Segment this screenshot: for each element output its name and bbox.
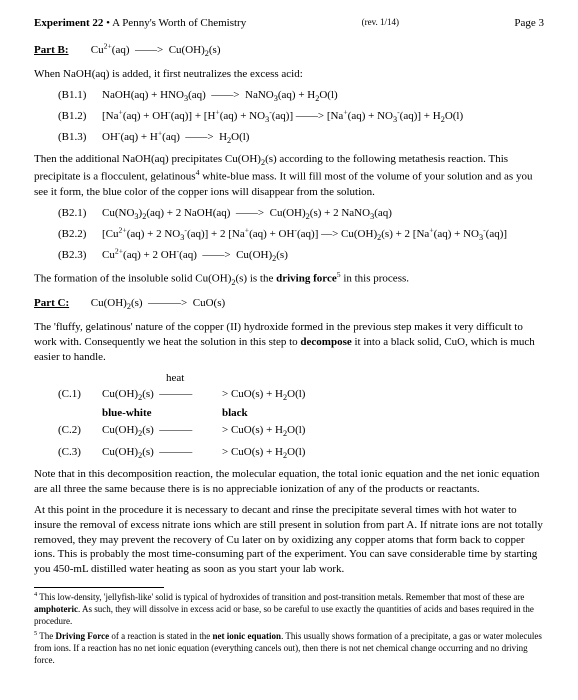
eq-tag: (C.1) xyxy=(58,387,102,403)
header-rev: (rev. 1/14) xyxy=(362,16,399,31)
eq-body: OH-(aq) + H+(aq) ——> H2O(l) xyxy=(102,131,249,143)
eq-right: > CuO(s) + H2O(l) xyxy=(222,387,305,403)
eq-tag: (C.3) xyxy=(58,445,102,461)
eq-right: > CuO(s) + H2O(l) xyxy=(222,445,305,461)
color-note: black xyxy=(222,406,248,421)
eq-left: Cu(OH)2(s) ——— xyxy=(102,445,222,461)
eq-body: Cu2+(aq) + 2 OH-(aq) ——> Cu(OH)2(s) xyxy=(102,249,288,261)
eq-body: [Na+(aq) + OH-(aq)] + [H+(aq) + NO3-(aq)… xyxy=(102,110,463,122)
header-title: Experiment 22 • A Penny's Worth of Chemi… xyxy=(34,16,246,31)
eq-tag: (C.2) xyxy=(58,423,102,439)
eq-right: > CuO(s) + H2O(l) xyxy=(222,423,305,439)
eq-body: Cu(NO3)2(aq) + 2 NaOH(aq) ——> Cu(OH)2(s)… xyxy=(102,207,392,219)
eq-tag: (B2.3) xyxy=(58,248,102,263)
part-c-equation: Cu(OH)2(s) ———> CuO(s) xyxy=(91,297,225,309)
eq-tag: (B1.1) xyxy=(58,88,102,103)
part-b-equation: Cu2+(aq) ——> Cu(OH)2(s) xyxy=(91,44,221,56)
page-header: Experiment 22 • A Penny's Worth of Chemi… xyxy=(34,16,544,31)
part-b-heading: Part B: Cu2+(aq) ——> Cu(OH)2(s) xyxy=(34,41,544,59)
footnote-4: 4 This low-density, 'jellyfish-like' sol… xyxy=(34,591,544,627)
header-page: Page 3 xyxy=(514,16,544,31)
part-c-para3: At this point in the procedure it is nec… xyxy=(34,503,544,577)
color-note: blue-white xyxy=(102,406,222,421)
part-b-eqlist-2: (B2.1)Cu(NO3)2(aq) + 2 NaOH(aq) ——> Cu(O… xyxy=(58,206,544,264)
footnote-rule xyxy=(34,587,164,588)
part-b-eqlist-1: (B1.1)NaOH(aq) + HNO3(aq) ——> NaNO3(aq) … xyxy=(58,88,544,146)
part-b-label: Part B: xyxy=(34,43,88,58)
part-c-heading: Part C: Cu(OH)2(s) ———> CuO(s) xyxy=(34,296,544,312)
eq-tag: (B2.2) xyxy=(58,227,102,242)
part-b-intro: When NaOH(aq) is added, it first neutral… xyxy=(34,67,544,82)
eq-tag: (B1.3) xyxy=(58,130,102,145)
part-c-table: heat (C.1) Cu(OH)2(s) ——— > CuO(s) + H2O… xyxy=(58,371,544,462)
part-c-para1: The 'fluffy, gelatinous' nature of the c… xyxy=(34,320,544,365)
eq-tag: (B2.1) xyxy=(58,206,102,221)
part-b-para2: Then the additional NaOH(aq) precipitate… xyxy=(34,152,544,200)
eq-body: [Cu2+(aq) + 2 NO3-(aq)] + 2 [Na+(aq) + O… xyxy=(102,228,507,240)
eq-tag: (B1.2) xyxy=(58,109,102,124)
part-c-para2: Note that in this decomposition reaction… xyxy=(34,467,544,497)
footnote-5: 5 The Driving Force of a reaction is sta… xyxy=(34,630,544,666)
eq-body: NaOH(aq) + HNO3(aq) ——> NaNO3(aq) + H2O(… xyxy=(102,89,338,101)
eq-left: Cu(OH)2(s) ——— xyxy=(102,387,222,403)
part-b-para3: The formation of the insoluble solid Cu(… xyxy=(34,270,544,288)
part-c-label: Part C: xyxy=(34,296,88,311)
eq-left: Cu(OH)2(s) ——— xyxy=(102,423,222,439)
heat-label: heat xyxy=(166,371,544,386)
